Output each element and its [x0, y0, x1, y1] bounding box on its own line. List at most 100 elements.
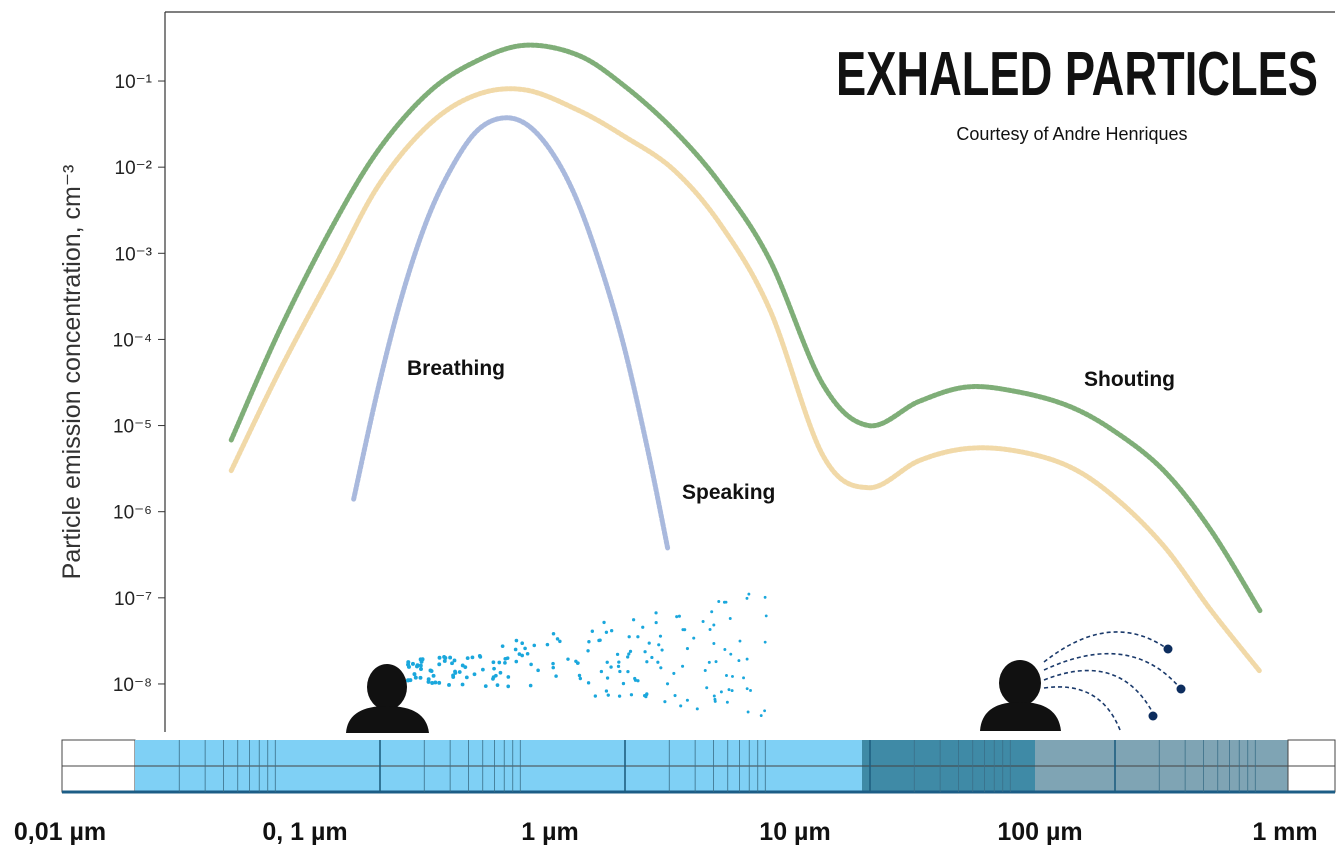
aerosol-particle [525, 651, 530, 656]
aerosol-particle [495, 683, 500, 687]
series-label: Shouting [1084, 368, 1175, 391]
aerosol-particle [551, 665, 555, 670]
aerosol-particle [514, 638, 519, 643]
aerosol-particle [606, 693, 610, 697]
x-tick-label: 10 µm [759, 818, 830, 846]
aerosol-particle [598, 638, 602, 642]
aerosol-particle [430, 680, 435, 685]
aerosol-particle [464, 675, 469, 680]
aerosol-particle [457, 670, 462, 674]
trajectory [1043, 686, 1121, 731]
aerosol-particle [745, 657, 749, 661]
aerosol-particle [470, 655, 475, 660]
aerosol-particle [626, 655, 630, 659]
aerosol-particle [677, 614, 681, 618]
aerosol-particle [723, 647, 727, 651]
aerosol-particle [749, 689, 752, 692]
aerosol-particle [712, 694, 716, 698]
aerosol-particle [413, 675, 418, 680]
aerosol-particle [437, 680, 442, 685]
x-tick-label: 100 µm [997, 818, 1082, 846]
aerosol-particle [705, 686, 709, 690]
aerosol-particle [602, 620, 606, 625]
aerosol-particle [717, 600, 721, 604]
aerosol-particle [627, 652, 631, 656]
series-label: Speaking [682, 481, 775, 504]
aerosol-particle [713, 699, 717, 703]
aerosol-particle [590, 629, 595, 633]
aerosol-particle [514, 659, 519, 664]
aerosol-particle [665, 682, 670, 686]
aerosol-particle [742, 676, 745, 680]
aerosol-particle [520, 641, 525, 646]
y-tick-label: 10⁻⁸ [113, 675, 152, 696]
x-tick-label: 0,01 µm [14, 818, 106, 846]
aerosol-particle [747, 592, 751, 596]
aerosol-particle [419, 667, 423, 672]
aerosol-particle [675, 615, 679, 619]
aerosol-particle [605, 676, 610, 680]
x-tick-label: 0, 1 µm [262, 818, 347, 846]
aerosol-particle [685, 698, 689, 702]
illustration [346, 592, 1186, 733]
aerosol-particle [657, 643, 661, 647]
aerosol-particle [672, 671, 676, 675]
aerosol-particle [408, 678, 413, 683]
y-tick-label: 10⁻² [115, 158, 153, 179]
series-line [228, 42, 1263, 614]
aerosol-particle [681, 664, 685, 668]
y-axis-label: Particle emission concentration, cm⁻³ [58, 165, 86, 580]
chart-title: EXHALED PARTICLES [836, 40, 1318, 109]
aerosol-particle [437, 662, 442, 667]
aerosol-particle [554, 674, 558, 678]
aerosol-particle [566, 657, 570, 661]
aerosol-particle [707, 660, 711, 664]
aerosol-particle [431, 673, 436, 678]
aerosol-particle [536, 668, 540, 673]
aerosol-particle [764, 614, 768, 618]
aerosol-particle [428, 668, 433, 673]
aerosol-particle [617, 660, 621, 664]
aerosol-particle [532, 643, 537, 648]
aerosol-particle [605, 660, 609, 664]
aerosol-particle [656, 660, 660, 664]
trajectory [1043, 631, 1167, 663]
aerosol-particle [577, 673, 582, 678]
aerosol-particle [481, 667, 485, 672]
aerosol-particle [729, 652, 733, 656]
aerosol-particle [644, 694, 648, 699]
aerosol-particle [727, 688, 731, 692]
aerosol-particle [593, 694, 598, 698]
aerosol-particle [685, 647, 689, 651]
aerosol-particle [728, 617, 732, 620]
aerosol-particle [636, 635, 640, 639]
aerosol-particle [433, 680, 438, 685]
aerosol-particle [712, 641, 716, 645]
aerosol-particle [703, 668, 707, 672]
aerosol-particle [491, 675, 496, 680]
aerosol-particle [574, 659, 578, 664]
y-tick-label: 10⁻³ [115, 244, 153, 265]
aerosol-particle [617, 694, 622, 698]
aerosol-particle [418, 675, 423, 680]
droplet [1163, 644, 1173, 654]
aerosol-particle [692, 636, 696, 640]
aerosol-particle [725, 674, 728, 677]
aerosol-particle [426, 679, 431, 684]
droplet [1148, 711, 1158, 721]
aerosol-particle [616, 664, 621, 669]
aerosol-particle [418, 663, 423, 668]
aerosol-particle [763, 595, 767, 599]
aerosol-particle [420, 657, 425, 662]
aerosol-particle [650, 655, 654, 660]
aerosol-particle [631, 618, 636, 622]
series-label: Breathing [407, 357, 505, 380]
aerosol-particle [483, 684, 488, 688]
aerosol-particle [746, 710, 750, 714]
aerosol-particle [615, 652, 620, 657]
chart-subtitle: Courtesy of Andre Henriques [956, 124, 1187, 144]
aerosol-particle [643, 650, 647, 654]
aerosol-particle [701, 619, 705, 623]
